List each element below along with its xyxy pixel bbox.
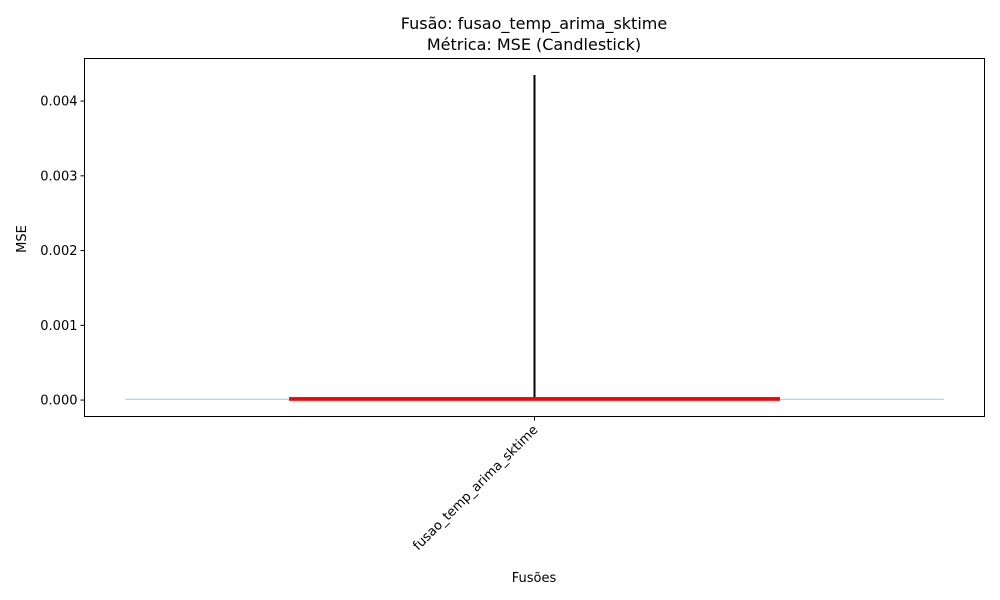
x-axis-label: Fusões — [512, 571, 557, 586]
chart-subtitle: Métrica: MSE (Candlestick) — [427, 35, 641, 54]
y-tick-label: 0.002 — [40, 244, 77, 259]
y-tick-label: 0.001 — [40, 319, 77, 334]
y-tick-label: 0.004 — [40, 95, 77, 110]
y-tick-label: 0.000 — [40, 394, 77, 409]
y-axis: 0.000 0.001 0.002 0.003 0.004 — [40, 95, 85, 409]
candle-body — [289, 397, 780, 401]
plot-area — [125, 74, 944, 401]
x-tick-label: fusao_temp_arima_sktime — [410, 423, 541, 554]
y-axis-label: MSE — [15, 225, 30, 253]
y-tick-label: 0.003 — [40, 169, 77, 184]
x-axis: fusao_temp_arima_sktime — [410, 416, 541, 554]
chart-title: Fusão: fusao_temp_arima_sktime — [401, 14, 667, 34]
